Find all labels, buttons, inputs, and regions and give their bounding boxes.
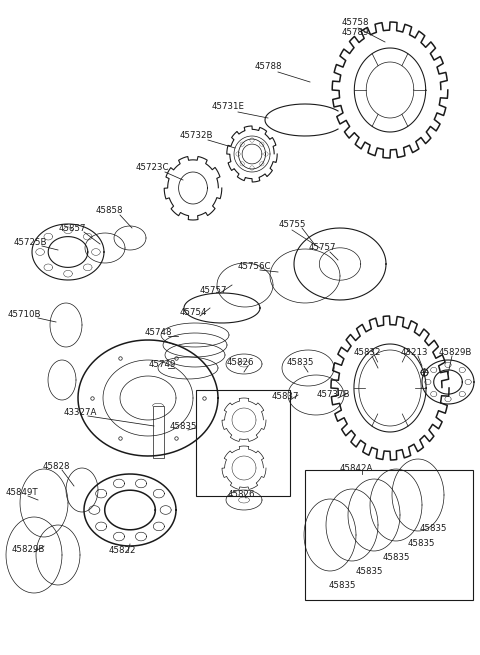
- Text: 45858: 45858: [95, 206, 123, 215]
- Text: 43213: 43213: [400, 348, 428, 357]
- Text: 45835: 45835: [408, 539, 435, 548]
- Text: 45749: 45749: [148, 360, 176, 369]
- Text: 43327A: 43327A: [63, 408, 96, 417]
- Text: 45788: 45788: [254, 62, 282, 71]
- Text: 45723C: 45723C: [135, 163, 169, 172]
- Text: 45837: 45837: [271, 392, 299, 401]
- Text: 45755: 45755: [278, 220, 306, 229]
- Text: 45829B: 45829B: [12, 545, 45, 554]
- Text: 45725B: 45725B: [13, 238, 47, 247]
- Text: 45731E: 45731E: [212, 102, 244, 111]
- Bar: [196, 390, 290, 496]
- Bar: [153, 406, 164, 458]
- Text: 45835: 45835: [329, 581, 357, 590]
- Text: 45756C: 45756C: [237, 262, 271, 271]
- Text: 45857: 45857: [58, 224, 86, 233]
- Bar: [305, 470, 473, 600]
- Text: 45758
45789: 45758 45789: [341, 18, 369, 37]
- Text: 45826: 45826: [227, 490, 255, 499]
- Text: 45829B: 45829B: [438, 348, 472, 357]
- Text: 45835: 45835: [420, 524, 447, 533]
- Text: 45737B: 45737B: [316, 390, 350, 399]
- Text: 45710B: 45710B: [7, 310, 41, 319]
- Text: 45835: 45835: [286, 358, 314, 367]
- Text: 45835: 45835: [169, 422, 197, 431]
- Text: 45828: 45828: [42, 462, 70, 471]
- Text: 45832: 45832: [353, 348, 381, 357]
- Text: 45822: 45822: [108, 546, 136, 555]
- Text: 45849T: 45849T: [6, 488, 38, 497]
- Text: 45842A: 45842A: [339, 464, 372, 473]
- Text: 45732B: 45732B: [179, 131, 213, 140]
- Text: 45757: 45757: [308, 243, 336, 252]
- Text: 45754: 45754: [179, 308, 207, 317]
- Text: 45826: 45826: [226, 358, 254, 367]
- Text: 45748: 45748: [144, 328, 172, 337]
- Text: 45835: 45835: [356, 567, 384, 576]
- Text: 45835: 45835: [383, 553, 410, 562]
- Text: 45757: 45757: [199, 286, 227, 295]
